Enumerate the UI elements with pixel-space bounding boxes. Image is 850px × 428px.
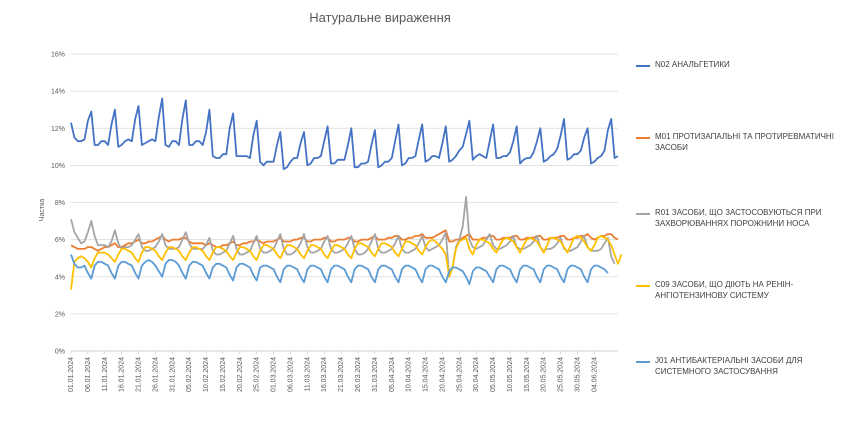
legend-item: J01 Антибактеріальні засоби для системно… — [636, 355, 845, 377]
legend-swatch — [636, 361, 650, 363]
x-tick-label: 25.04.2024 — [456, 357, 463, 392]
x-tick-label: 10.05.2024 — [507, 357, 514, 392]
x-tick-label: 20.02.2024 — [237, 357, 244, 392]
x-tick-label: 11.01.2024 — [102, 357, 109, 392]
y-tick-label: 2% — [55, 311, 65, 318]
x-tick-label: 11.03.2024 — [304, 357, 311, 392]
legend-swatch — [636, 213, 650, 215]
x-tick-label: 21.01.2024 — [136, 357, 143, 392]
x-tick-label: 31.01.2024 — [169, 357, 176, 392]
series-line-4 — [70, 234, 623, 290]
legend-label: J01 Антибактеріальні засоби для системно… — [655, 356, 803, 376]
x-tick-label: 15.04.2024 — [423, 357, 430, 392]
legend-label: C09 Засоби, що діють на ренін-ангіотензи… — [655, 280, 794, 300]
y-tick-label: 14% — [51, 89, 65, 96]
x-tick-label: 05.05.2024 — [490, 357, 497, 392]
legend-swatch — [636, 285, 650, 287]
x-tick-label: 05.04.2024 — [389, 357, 396, 392]
x-tick-label: 01.01.2024 — [68, 357, 75, 392]
series-line-5 — [70, 254, 609, 286]
x-tick-label: 25.05.2024 — [558, 357, 565, 392]
x-tick-label: 30.05.2024 — [574, 357, 581, 392]
legend-label: N02 Анальгетики — [655, 60, 730, 69]
x-tick-label: 30.04.2024 — [473, 357, 480, 392]
x-tick-label: 10.04.2024 — [406, 357, 413, 392]
x-tick-label: 20.05.2024 — [541, 357, 548, 392]
y-tick-label: 6% — [55, 237, 65, 244]
y-axis-title: Частка — [39, 199, 46, 221]
legend-swatch — [636, 65, 650, 67]
x-tick-label: 10.02.2024 — [203, 357, 210, 392]
x-tick-label: 26.01.2024 — [152, 357, 159, 392]
y-tick-label: 4% — [55, 274, 65, 281]
x-tick-label: 16.01.2024 — [119, 357, 126, 392]
x-tick-label: 20.04.2024 — [439, 357, 446, 392]
y-tick-label: 12% — [51, 126, 65, 133]
y-tick-label: 16% — [51, 52, 65, 59]
x-tick-label: 04.06.2024 — [591, 357, 598, 392]
x-tick-label: 21.03.2024 — [338, 357, 345, 392]
x-tick-label: 15.05.2024 — [524, 357, 531, 392]
series-line-1 — [70, 97, 619, 171]
x-tick-label: 15.02.2024 — [220, 357, 227, 392]
x-tick-label: 25.02.2024 — [254, 357, 261, 392]
x-tick-label: 31.03.2024 — [372, 357, 379, 392]
y-tick-label: 10% — [51, 163, 65, 170]
legend-item: C09 Засоби, що діють на ренін-ангіотензи… — [636, 279, 845, 301]
series-line-3 — [70, 195, 616, 278]
legend-item: N02 Анальгетики — [636, 59, 845, 70]
x-tick-label: 16.03.2024 — [321, 357, 328, 392]
legend-label: R01 Засоби, що застосовуються при захвор… — [655, 208, 822, 228]
legend-swatch — [636, 137, 650, 139]
x-tick-label: 01.03.2024 — [271, 357, 278, 392]
x-tick-label: 05.02.2024 — [186, 357, 193, 392]
y-tick-label: 0% — [55, 349, 65, 356]
x-tick-label: 26.03.2024 — [355, 357, 362, 392]
legend-label: M01 Протизапальні та протиревматичні зас… — [655, 132, 834, 152]
x-tick-label: 06.03.2024 — [287, 357, 294, 392]
chart-title: Натуральне вираження — [309, 10, 451, 25]
legend-item: R01 Засоби, що застосовуються при захвор… — [636, 207, 845, 229]
legend-item: M01 Протизапальні та протиревматичні зас… — [636, 131, 845, 153]
x-tick-label: 06.01.2024 — [85, 357, 92, 392]
y-tick-label: 8% — [55, 200, 65, 207]
